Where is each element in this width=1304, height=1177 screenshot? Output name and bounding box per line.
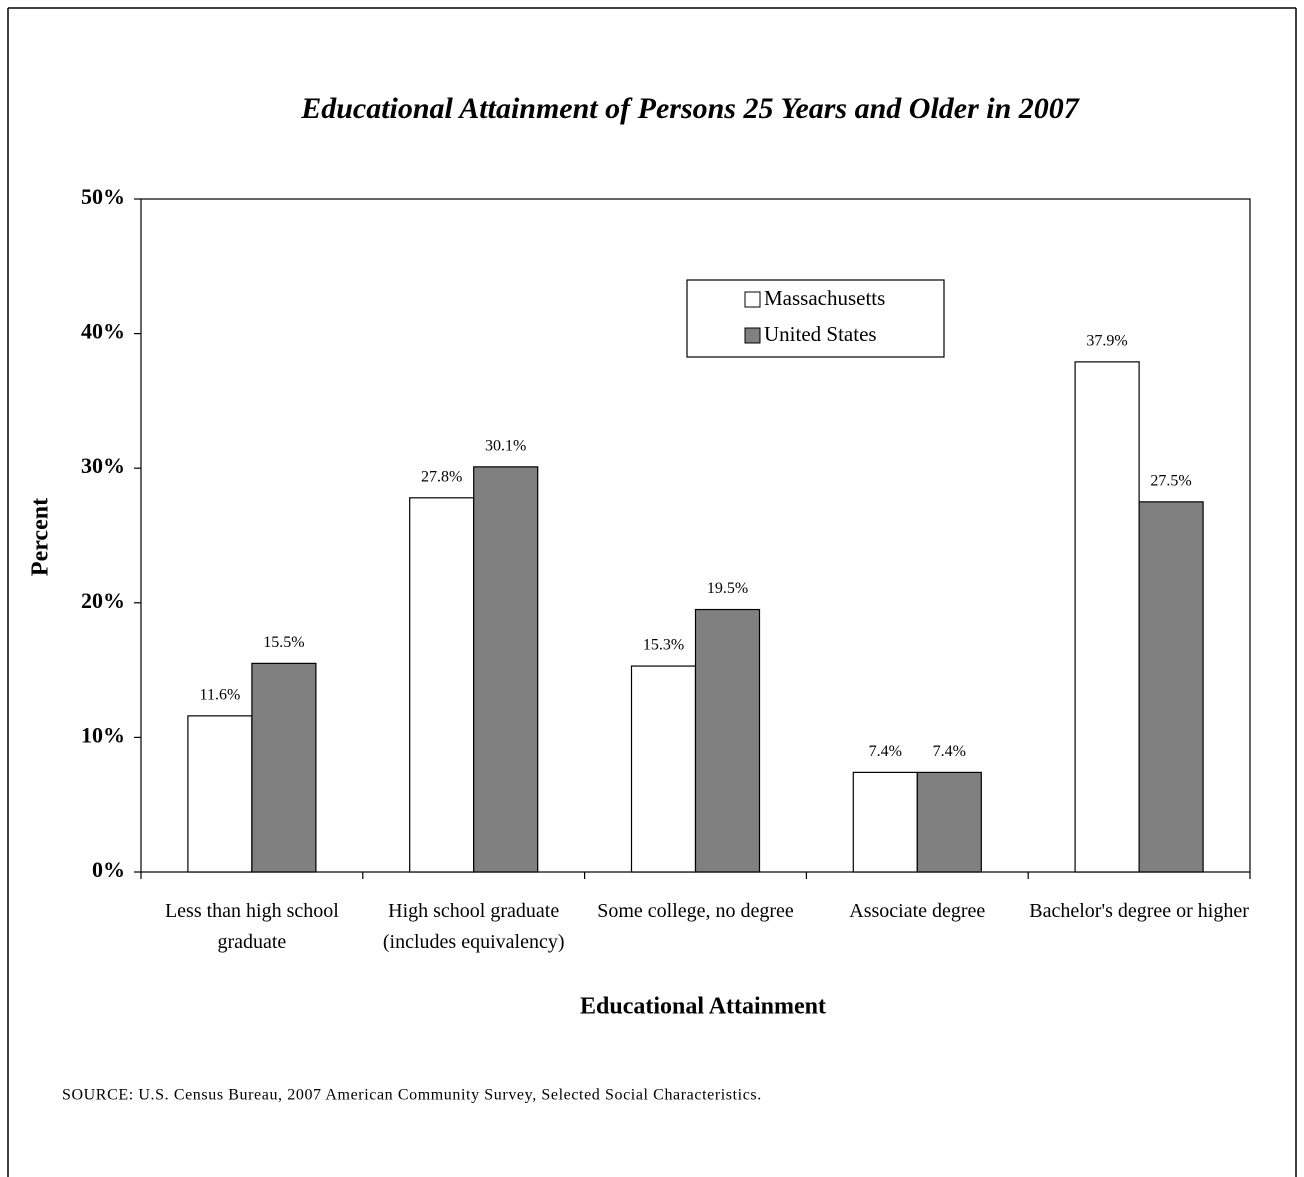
bar [630,665,697,873]
y-tick-label: 10% [81,722,125,747]
x-axis-title: Educational Attainment [580,994,826,1020]
legend: Massachusetts United States [686,279,945,358]
x-tick-label: Bachelor's degree or higher [1029,900,1249,922]
x-tick-label: Some college, no degree [597,900,794,922]
legend-label: Massachusetts [764,286,885,310]
data-label: 15.5% [263,634,304,651]
chart-title: Educational Attainment of Persons 25 Yea… [300,92,1080,125]
bar [694,608,761,873]
bar [251,662,317,873]
legend-box [686,279,945,358]
y-tick-label: 50% [81,184,125,209]
bar [1138,501,1204,873]
x-tick-label: Associate degree [849,900,986,922]
y-tick-label: 30% [81,453,125,478]
y-tick-label: 40% [81,319,125,344]
data-label: 19.5% [707,580,748,597]
bar [1074,361,1140,873]
data-label: 27.8% [421,468,462,485]
legend-swatch [744,327,761,344]
legend-label: United States [764,322,877,346]
y-tick-label: 0% [92,857,125,882]
y-axis-title: Percent [28,498,54,576]
bar [187,715,253,873]
bar [916,771,982,873]
x-tick-label: Less than high school graduate [164,900,339,953]
data-label: 11.6% [200,687,241,704]
bar [473,466,539,873]
bar [409,497,475,873]
data-label: 15.3% [643,637,684,654]
source-note: SOURCE: U.S. Census Bureau, 2007 America… [62,1087,762,1104]
data-label: 7.4% [869,743,902,760]
legend-swatch [744,291,761,308]
data-label: 30.1% [485,438,526,455]
y-tick-label: 20% [81,588,125,613]
data-label: 37.9% [1086,333,1127,350]
x-tick-label: High school graduate (includes equivalen… [382,900,565,953]
bar [852,771,918,873]
data-label: 27.5% [1150,473,1191,490]
data-label: 7.4% [933,743,966,760]
